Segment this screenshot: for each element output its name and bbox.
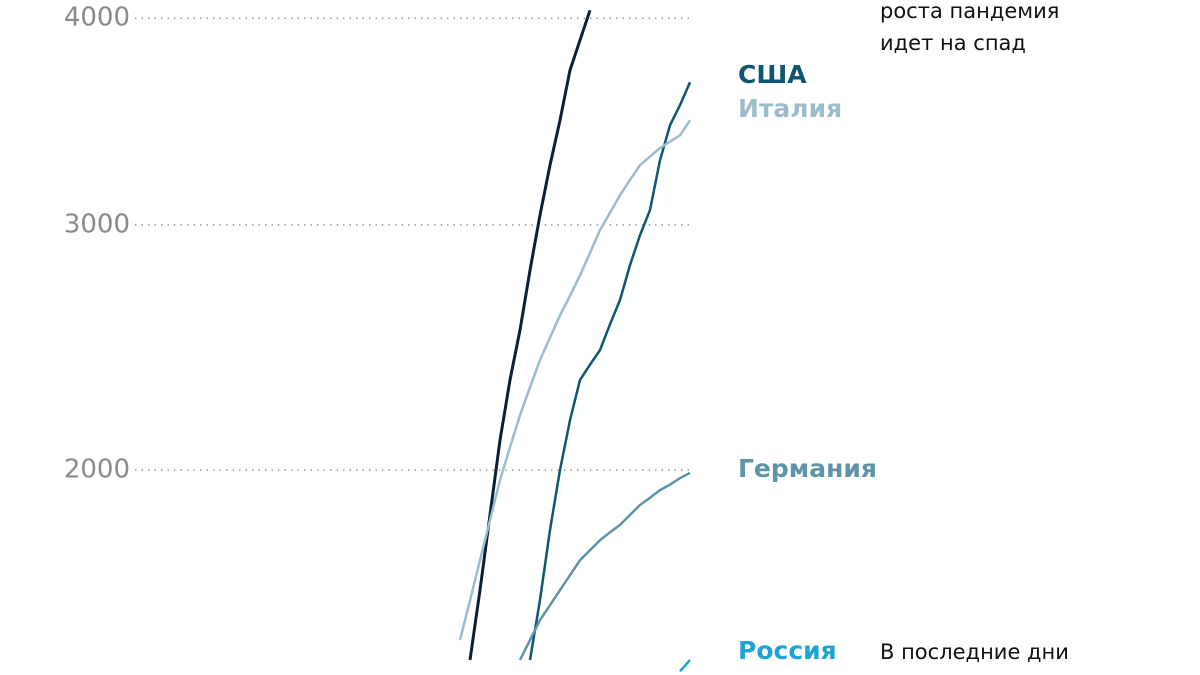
series-line xyxy=(468,9,592,661)
series-line xyxy=(518,471,691,661)
annotation: идет на спад xyxy=(880,31,1026,55)
series-line xyxy=(679,659,691,673)
series-line xyxy=(458,119,692,641)
y-tick-label: 4000 xyxy=(64,3,130,33)
series-line xyxy=(528,81,692,661)
y-tick-label: 3000 xyxy=(64,209,130,239)
series-label: Германия xyxy=(738,454,877,483)
annotation: роста пандемия xyxy=(880,0,1059,23)
annotation: В последние дни xyxy=(880,640,1069,664)
y-tick-label: 2000 xyxy=(64,455,130,485)
series-label: Россия xyxy=(738,636,837,665)
series-label: США xyxy=(738,60,807,89)
series-label: Италия xyxy=(738,94,842,123)
